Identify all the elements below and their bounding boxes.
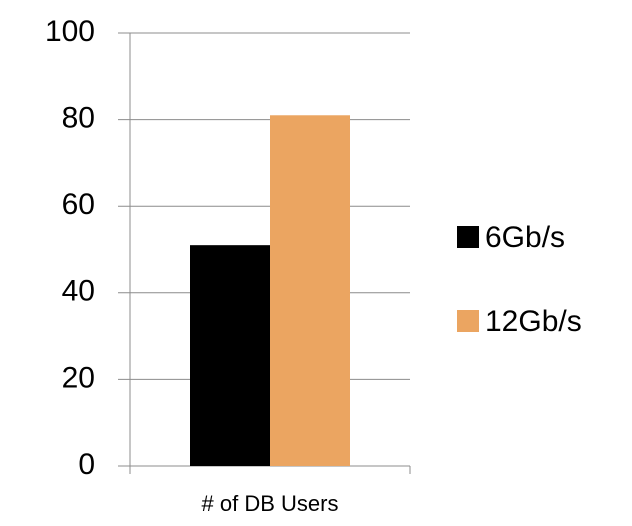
y-tick-label: 80 [62,102,95,135]
y-tick-label: 100 [45,15,95,48]
bar [270,115,350,467]
legend-swatch [457,310,479,332]
legend-label: 12Gb/s [485,305,582,338]
y-tick-label: 40 [62,275,95,308]
x-tick-label: # of DB Users [202,491,339,516]
y-tick-label: 60 [62,188,95,221]
y-tick-label: 0 [78,448,95,481]
legend-label: 6Gb/s [485,221,565,254]
y-tick-label: 20 [62,361,95,394]
legend-swatch [457,226,479,248]
bar [190,245,270,466]
